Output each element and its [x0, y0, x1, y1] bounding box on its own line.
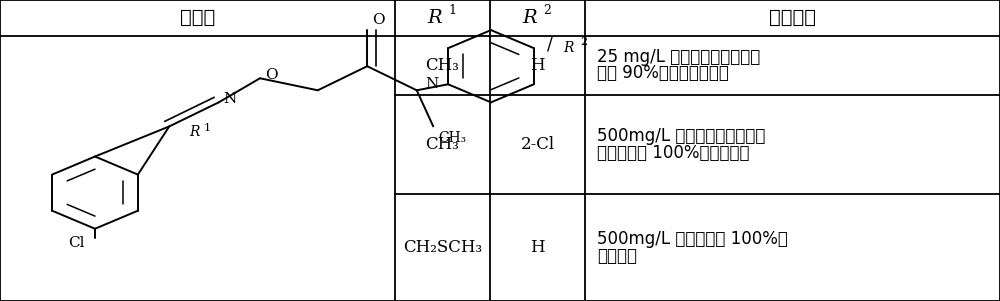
Text: 化合物: 化合物 — [180, 8, 215, 27]
Text: 厕等表现为 100%的除草活性: 厕等表现为 100%的除草活性 — [597, 144, 750, 162]
Text: N: N — [425, 77, 438, 91]
Text: 1: 1 — [204, 123, 211, 133]
Text: 2-Cl: 2-Cl — [520, 136, 555, 153]
Text: R: R — [427, 9, 442, 27]
Text: CH₃: CH₃ — [438, 132, 466, 145]
Text: H: H — [530, 239, 545, 256]
Text: /: / — [547, 36, 553, 54]
Text: R: R — [564, 41, 574, 55]
Text: O: O — [265, 68, 278, 82]
Text: 1: 1 — [448, 4, 456, 17]
Text: 2: 2 — [544, 4, 551, 17]
Text: 除草活性: 除草活性 — [597, 247, 637, 265]
Text: 仍有 90%左右的抑制活性: 仍有 90%左右的抑制活性 — [597, 64, 729, 82]
Text: 25 mg/L 时，对黄瓜灰霉病菌: 25 mg/L 时，对黄瓜灰霉病菌 — [597, 48, 760, 66]
Text: CH₃: CH₃ — [426, 136, 459, 153]
Text: N: N — [224, 92, 237, 106]
Text: H: H — [530, 57, 545, 74]
Text: R: R — [189, 126, 200, 139]
Text: Cl: Cl — [68, 236, 85, 250]
Text: O: O — [372, 14, 385, 27]
Text: 2: 2 — [580, 37, 587, 47]
Text: 500mg/L 时对荓麻、藜、凹头: 500mg/L 时对荓麻、藜、凹头 — [597, 127, 765, 145]
Text: 500mg/L 时对蚁虫有 100%的: 500mg/L 时对蚁虫有 100%的 — [597, 230, 788, 248]
Text: 生物活性: 生物活性 — [769, 8, 816, 27]
Text: CH₂SCH₃: CH₂SCH₃ — [403, 239, 482, 256]
Text: R: R — [522, 9, 537, 27]
Text: CH₃: CH₃ — [426, 57, 459, 74]
